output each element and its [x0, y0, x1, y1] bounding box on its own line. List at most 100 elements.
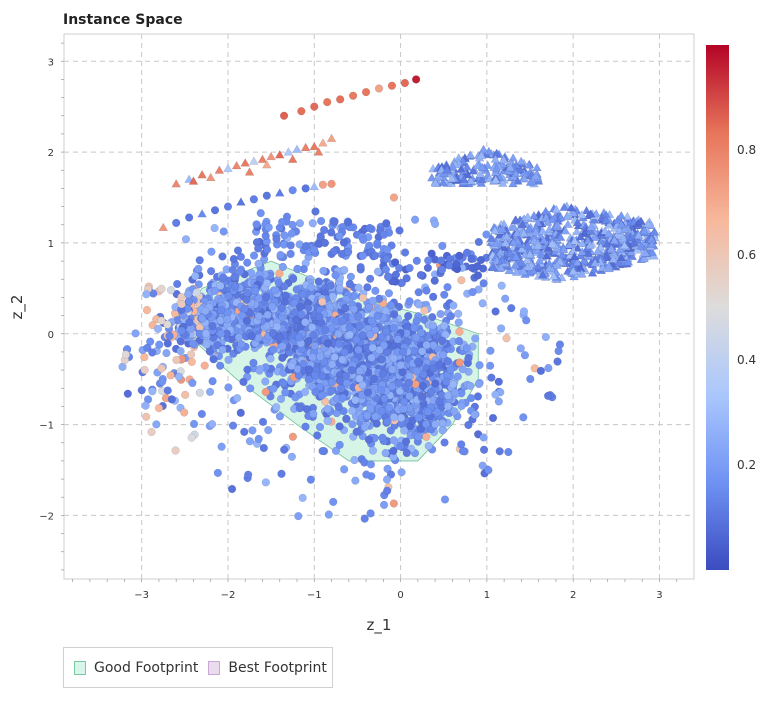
- colorbar: 0.2 0.4 0.6 0.8: [706, 45, 756, 570]
- data-point: [224, 355, 233, 365]
- data-point: [165, 331, 174, 341]
- data-point: [368, 446, 378, 455]
- data-point: [295, 333, 304, 342]
- data-point: [382, 348, 391, 357]
- data-point: [247, 268, 256, 278]
- data-point: [452, 260, 461, 269]
- data-point: [297, 310, 306, 319]
- data-point: [264, 426, 273, 435]
- data-point: [331, 271, 340, 280]
- data-point: [428, 321, 438, 330]
- legend-item-best-footprint[interactable]: Best Footprint: [208, 660, 327, 676]
- data-point: [468, 287, 477, 297]
- data-point: [418, 392, 427, 401]
- data-point: [320, 225, 329, 235]
- data-point: [163, 386, 172, 395]
- data-point: [438, 336, 447, 345]
- data-point: [252, 220, 261, 229]
- data-point: [263, 310, 272, 320]
- data-point: [399, 397, 409, 406]
- data-point: [389, 310, 399, 319]
- data-point: [377, 386, 386, 395]
- data-point: [389, 413, 399, 422]
- data-point: [417, 347, 427, 356]
- data-point: [443, 391, 453, 400]
- data-point: [372, 419, 381, 428]
- data-point: [396, 441, 405, 451]
- data-point: [422, 432, 431, 441]
- data-point: [279, 240, 289, 249]
- data-point: [526, 374, 535, 384]
- data-point: [373, 311, 382, 320]
- data-point: [386, 301, 395, 310]
- data-point: [310, 341, 320, 351]
- data-point: [455, 251, 464, 260]
- data-point: [387, 81, 397, 90]
- data-point: [495, 447, 504, 456]
- data-point: [307, 283, 316, 292]
- data-point: [121, 350, 131, 359]
- data-point: [541, 332, 550, 342]
- data-point: [449, 380, 458, 389]
- data-point: [259, 443, 268, 453]
- data-point: [446, 312, 455, 321]
- data-point: [414, 413, 423, 422]
- data-point: [331, 446, 341, 455]
- data-point: [451, 388, 460, 397]
- data-point: [184, 289, 193, 299]
- data-point: [351, 396, 360, 405]
- data-point: [397, 468, 406, 477]
- data-point: [454, 318, 463, 327]
- data-point: [412, 316, 421, 325]
- data-point: [275, 333, 284, 342]
- data-point: [280, 445, 289, 454]
- data-point: [304, 336, 313, 346]
- data-point: [398, 368, 407, 377]
- data-point: [367, 353, 376, 362]
- data-point: [335, 376, 344, 385]
- data-point: [335, 440, 344, 449]
- data-point: [360, 514, 369, 523]
- legend-item-good-footprint[interactable]: Good Footprint: [74, 660, 198, 676]
- data-point: [208, 321, 217, 331]
- data-point: [219, 227, 228, 236]
- data-point: [387, 382, 397, 391]
- data-point: [123, 389, 132, 398]
- data-point: [486, 361, 495, 370]
- data-point: [261, 377, 270, 386]
- data-point: [335, 231, 344, 241]
- data-point: [464, 420, 473, 430]
- data-point: [324, 510, 333, 519]
- data-point: [298, 493, 307, 503]
- legend-swatch-best: [208, 660, 221, 675]
- data-point: [256, 209, 265, 218]
- data-point: [301, 422, 310, 431]
- data-point: [381, 265, 390, 274]
- data-point: [361, 88, 371, 97]
- data-point: [288, 186, 297, 195]
- data-point: [342, 414, 351, 423]
- data-point: [421, 419, 431, 429]
- data-point: [395, 226, 404, 235]
- data-point: [450, 407, 459, 416]
- data-point: [172, 355, 181, 365]
- data-point: [157, 316, 166, 325]
- data-point: [261, 478, 270, 487]
- data-point: [397, 413, 406, 423]
- data-point: [516, 344, 525, 353]
- data-point: [400, 248, 410, 257]
- data-point: [378, 433, 387, 442]
- data-point: [251, 286, 260, 295]
- data-point: [319, 266, 328, 275]
- legend-label-best: Best Footprint: [228, 659, 327, 676]
- data-point: [242, 295, 251, 304]
- x-tick-label: 3: [656, 590, 662, 601]
- data-point: [272, 322, 282, 331]
- data-point: [254, 312, 263, 321]
- data-point: [277, 469, 286, 478]
- data-point: [449, 301, 458, 310]
- data-point: [429, 292, 438, 301]
- data-point: [424, 441, 433, 451]
- data-point: [455, 327, 464, 336]
- data-point: [384, 272, 393, 282]
